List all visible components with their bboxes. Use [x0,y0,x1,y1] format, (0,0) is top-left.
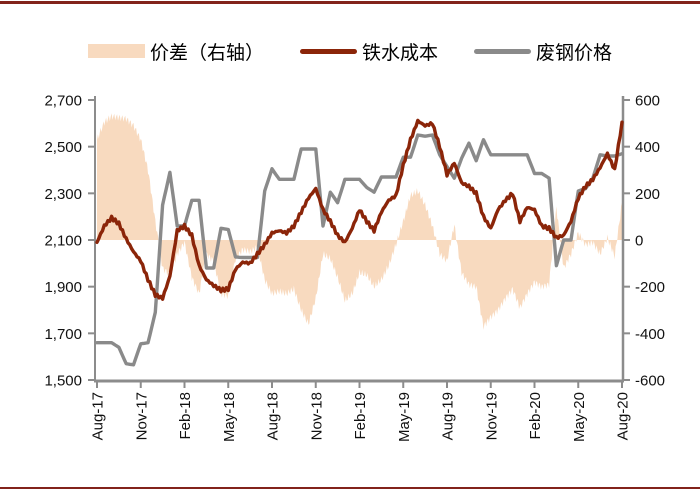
line-swatch-icon [299,48,357,54]
right-axis-tick-label: 600 [635,93,660,110]
legend-label-spread: 价差（右轴） [149,41,264,64]
spread-area-series [97,113,622,330]
right-axis-tick-label: -400 [635,326,665,343]
legend-label-scrap-price: 废钢价格 [536,41,613,64]
left-axis-tick-label: 2,100 [44,233,82,250]
x-axis-tick-label: Nov-19 [483,392,500,440]
x-axis-tick-label: Feb-18 [177,392,194,440]
x-axis-tick-label: Aug-18 [265,392,282,440]
x-axis-tick-label: Nov-18 [308,392,325,440]
right-axis-tick-label: 0 [635,233,643,250]
right-axis-tick-label: 200 [635,186,660,203]
right-axis-tick-label: 400 [635,139,660,156]
right-axis-tick-label: -200 [635,279,665,296]
x-axis-tick-label: Feb-20 [527,392,544,440]
x-axis-tick-label: Feb-19 [352,392,369,440]
x-axis-tick-label: Nov-17 [133,392,150,440]
hot-metal-cost-line-series [95,118,624,301]
x-axis-tick-label: Aug-19 [440,392,457,440]
left-axis-tick-label: 2,500 [44,139,82,156]
top-border-line [0,1,700,4]
x-axis-tick-label: Aug-17 [90,392,107,440]
legend-item-spread: 价差（右轴） [87,38,264,65]
bottom-border-line [0,487,700,489]
right-axis-tick-label: -600 [635,373,665,390]
left-axis-tick-label: 2,300 [44,186,82,203]
line-swatch-icon [474,48,531,54]
legend-label-hot-metal-cost: 铁水成本 [361,41,438,64]
legend-item-scrap-price: 废钢价格 [474,38,612,65]
left-axis-tick-label: 2,700 [44,93,82,110]
x-axis-tick-label: May-18 [221,392,238,442]
x-axis-tick-label: May-19 [396,392,413,442]
x-axis-tick-label: Aug-20 [615,392,632,440]
left-axis-tick-label: 1,900 [44,279,82,296]
legend: 价差（右轴） 铁水成本 废钢价格 [0,38,700,64]
left-axis-tick-label: 1,700 [44,326,82,343]
left-axis-tick-label: 1,500 [44,373,82,390]
legend-item-hot-metal-cost: 铁水成本 [299,38,438,65]
x-axis-tick-label: May-20 [571,392,588,442]
area-swatch-icon [87,44,145,58]
